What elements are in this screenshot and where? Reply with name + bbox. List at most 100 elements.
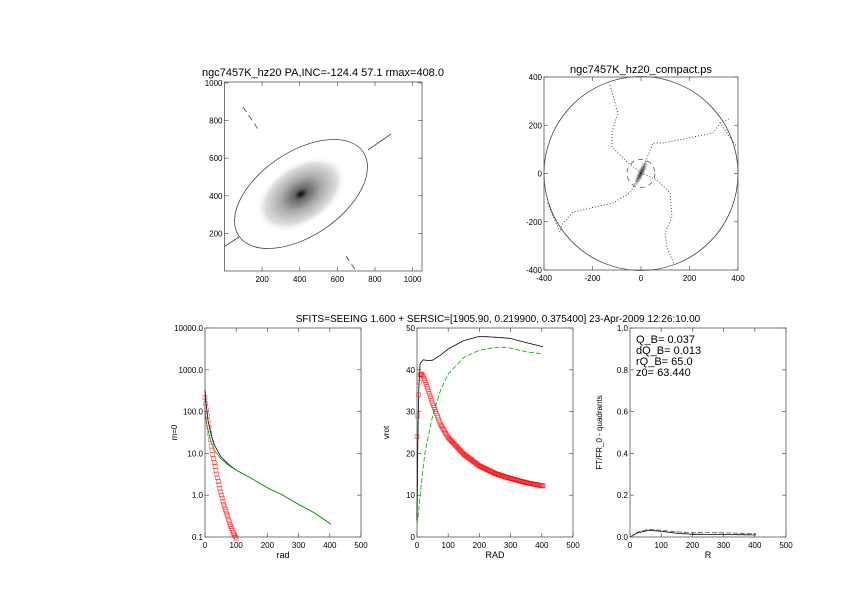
data-point	[449, 439, 455, 444]
data-point	[232, 533, 237, 538]
data-point	[205, 413, 210, 418]
data-point	[455, 445, 460, 450]
y-tick-label: 1.0	[617, 324, 629, 333]
x-tick-label: 400	[731, 274, 745, 283]
data-point	[426, 389, 432, 394]
compact-panel: ngc7457K_hz20_compact.ps	[543, 64, 739, 271]
x-tick-label: 400	[293, 275, 307, 284]
y-tick-label: 1000.0	[179, 366, 204, 375]
x-tick-label: 200	[686, 541, 700, 550]
data-point	[224, 511, 230, 517]
data-point	[428, 396, 434, 401]
data-point	[420, 372, 425, 378]
plot-frame	[204, 327, 362, 538]
data-point	[416, 392, 421, 398]
spiral-arm-dotted	[640, 172, 675, 265]
y-tick-label: 20	[406, 449, 415, 458]
data-point	[441, 427, 446, 432]
data-point	[207, 431, 212, 436]
minor-axis-dash-lower	[345, 255, 357, 272]
spiral-arm-dotted	[609, 84, 642, 174]
data-point	[446, 436, 452, 441]
x-tick-label: 500	[354, 541, 368, 550]
data-point	[452, 442, 458, 448]
plot-panel-0: 200 400 600 800 1000 200 400 600 800 1000	[205, 79, 423, 284]
y-tick-label: 0.6	[617, 408, 629, 417]
data-point	[456, 446, 462, 452]
x-tick-label: -200	[584, 274, 601, 283]
data-point	[444, 432, 449, 438]
data-point	[214, 471, 219, 477]
y-tick-label: 200	[529, 121, 543, 130]
x-tick-label: 0	[203, 541, 208, 550]
data-point	[417, 379, 422, 385]
data-point	[216, 482, 222, 488]
annotation-text: z0= 63.440	[636, 367, 691, 379]
position-angle-line-lower	[224, 236, 240, 247]
plot-panel-4: 0 100 200 300 400 500 0.0 0.2 0.4 0.6 0.8 1.0 R FT/FR…	[595, 324, 793, 560]
data-point	[417, 372, 423, 378]
data-point	[223, 509, 229, 515]
data-point	[442, 429, 448, 435]
y-tick-label: 30	[406, 408, 415, 417]
y-tick-label: 40	[406, 366, 415, 375]
data-point	[450, 440, 456, 445]
x-tick-label: 200	[255, 275, 269, 284]
data-point	[418, 372, 424, 377]
data-point	[215, 475, 220, 481]
bar-radius-circle	[626, 159, 656, 188]
x-tick-label: 800	[368, 275, 382, 284]
x-tick-label: 0	[639, 274, 644, 283]
x-tick-label: 200	[261, 541, 275, 550]
y-tick-label: 50	[406, 324, 415, 333]
data-point	[222, 507, 228, 512]
y-axis-label: FT/FR_0 - quadrants	[595, 395, 604, 469]
y-tick-label: -400	[526, 266, 543, 275]
data-point	[231, 531, 237, 537]
x-axis-label: R	[705, 550, 712, 560]
x-tick-label: 300	[504, 541, 518, 550]
data-point	[215, 479, 221, 484]
x-tick-label: 100	[230, 541, 244, 550]
data-point	[424, 382, 429, 387]
data-point	[440, 425, 446, 431]
data-point	[443, 431, 449, 436]
data-point	[221, 502, 227, 507]
x-tick-label: 400	[748, 541, 762, 550]
fit-ellipse-contour	[234, 139, 368, 249]
x-tick-label: 300	[292, 541, 306, 550]
data-point	[438, 421, 443, 427]
y-tick-label: -200	[526, 218, 543, 227]
data-point	[425, 386, 431, 392]
y-tick-label: 10	[406, 491, 415, 500]
plot-panel-3: 0 100 200 300 400 500 0 10 20 30 40 50 RAD vrot	[382, 324, 580, 560]
galaxy-light-distribution	[256, 156, 346, 232]
data-point	[226, 519, 232, 525]
data-point	[453, 443, 459, 449]
series-line-disk	[204, 409, 332, 525]
data-point	[212, 464, 218, 469]
data-point	[230, 529, 236, 535]
position-angle-line-upper	[367, 133, 392, 151]
data-point	[445, 435, 451, 440]
spiral-arm-dotted	[546, 172, 642, 234]
spiral-arm-dotted	[640, 122, 738, 174]
x-tick-label: -400	[536, 274, 553, 283]
data-point	[213, 467, 219, 473]
data-point	[212, 460, 217, 465]
data-point	[204, 407, 209, 413]
data-point	[202, 394, 208, 400]
x-tick-label: 500	[566, 541, 580, 550]
data-point	[414, 434, 420, 439]
y-tick-label: 0.0	[617, 533, 629, 542]
y-tick-label: 800	[209, 117, 223, 126]
panel-title: ngc7457K_hz20 PA,INC=-124.4 57.1 rmax=40…	[202, 67, 444, 79]
y-tick-label: 0	[411, 533, 416, 542]
y-tick-label: 0.4	[617, 449, 629, 458]
data-point	[233, 534, 238, 540]
data-point	[427, 391, 432, 397]
x-tick-label: 100	[655, 541, 669, 550]
data-point	[448, 437, 453, 443]
data-point	[429, 398, 435, 404]
